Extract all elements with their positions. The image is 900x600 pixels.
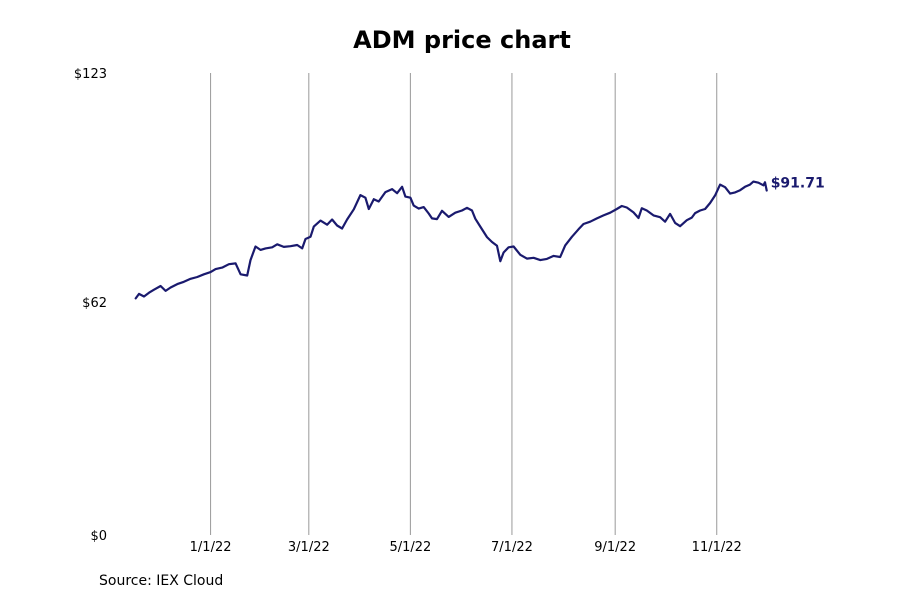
last-price-label: $91.71	[771, 176, 825, 192]
x-axis-labels: 1/1/22 3/1/22 5/1/22 7/1/22 9/1/22 11/1/22	[190, 540, 742, 555]
x-tick-label: 7/1/22	[491, 540, 533, 555]
x-tick-label: 5/1/22	[389, 540, 431, 555]
y-tick-label: $62	[82, 296, 107, 311]
x-tick-label: 3/1/22	[288, 540, 330, 555]
price-line	[134, 180, 768, 300]
chart-title: ADM price chart	[353, 26, 571, 54]
x-tick-label: 11/1/22	[692, 540, 742, 555]
grid-layer	[210, 73, 718, 535]
y-tick-label: $123	[74, 67, 107, 82]
series-layer	[134, 180, 768, 300]
x-tick-label: 1/1/22	[190, 540, 232, 555]
y-tick-label: $0	[90, 529, 107, 544]
annotation-layer: $91.71	[771, 176, 825, 192]
y-axis-labels: $0 $62 $123	[74, 67, 107, 544]
source-note: Source: IEX Cloud	[99, 573, 224, 589]
x-tick-label: 9/1/22	[594, 540, 636, 555]
